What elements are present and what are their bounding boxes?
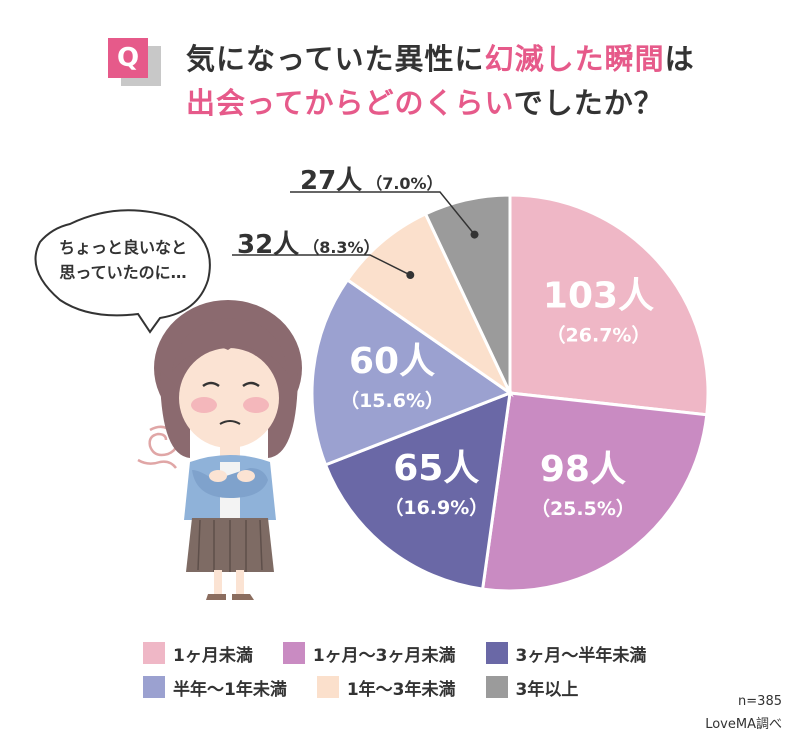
leader-dot-3-years-plus bbox=[470, 230, 479, 239]
legend-swatch bbox=[485, 676, 508, 698]
legend-label: 3ヶ月〜半年未満 bbox=[515, 645, 647, 666]
legend-swatch bbox=[143, 676, 165, 698]
leader-line-3-years-plus bbox=[290, 191, 476, 236]
slice-percent-label: （26.7%） bbox=[547, 324, 651, 347]
annotation-1-to-3-years: 32人 （8.3%） bbox=[237, 224, 380, 261]
pie-slice bbox=[310, 277, 514, 467]
title-line-2-highlight: 出会ってからどのくらい bbox=[186, 86, 514, 120]
pie-slice bbox=[345, 211, 514, 398]
legend: 1ヶ月未満 1ヶ月〜3ヶ月未満 3ヶ月〜半年未満 半年〜1年未満 1年〜3年未満… bbox=[143, 636, 703, 704]
legend-row-2: 半年〜1年未満 1年〜3年未満 3年以上 bbox=[143, 670, 703, 704]
leader-dot-1-to-3-years bbox=[406, 271, 415, 280]
q-badge: Q bbox=[108, 38, 148, 78]
leader-line-1-to-3-years bbox=[232, 254, 411, 276]
slice-count-label: 65人 bbox=[393, 448, 479, 489]
slice-count-label: 60人 bbox=[349, 341, 435, 382]
legend-row-1: 1ヶ月未満 1ヶ月〜3ヶ月未満 3ヶ月〜半年未満 bbox=[143, 636, 703, 670]
annotation-percent: （7.0%） bbox=[366, 174, 443, 193]
speech-bubble bbox=[34, 209, 211, 334]
annotation-count: 32人 bbox=[237, 230, 300, 260]
pie-slice bbox=[508, 193, 710, 417]
legend-swatch bbox=[316, 676, 339, 698]
title-line-1-part-b: は bbox=[664, 42, 695, 76]
legend-swatch bbox=[485, 642, 508, 664]
legend-label: 3年以上 bbox=[515, 679, 579, 700]
slice-count-label: 98人 bbox=[540, 449, 626, 490]
title-line-1-highlight: 幻滅した瞬間 bbox=[484, 42, 665, 76]
pie-slice bbox=[323, 390, 512, 591]
slice-percent-label: （25.5%） bbox=[531, 497, 635, 520]
legend-swatch bbox=[143, 642, 165, 664]
legend-item: 1ヶ月〜3ヶ月未満 bbox=[282, 641, 456, 666]
legend-item: 3年以上 bbox=[485, 675, 579, 700]
source-credit: LoveMA調べ bbox=[705, 717, 782, 732]
slice-count-label: 103人 bbox=[543, 276, 654, 317]
legend-label: 1ヶ月未満 bbox=[173, 645, 253, 666]
sample-size: n=385 bbox=[738, 694, 782, 709]
title-line-2: 出会ってからどのくらいでしたか？ bbox=[186, 80, 664, 122]
legend-item: 3ヶ月〜半年未満 bbox=[485, 641, 647, 666]
legend-item: 半年〜1年未満 bbox=[143, 675, 287, 700]
legend-label: 1ヶ月〜3ヶ月未満 bbox=[312, 645, 456, 666]
annotation-count: 27人 bbox=[300, 166, 363, 196]
bubble-line-2: 思っていたのに… bbox=[59, 262, 187, 282]
title-line-1-part-a: 気になっていた異性に bbox=[186, 42, 485, 76]
slice-percent-label: （16.9%） bbox=[384, 496, 488, 519]
legend-item: 1ヶ月未満 bbox=[143, 641, 253, 666]
legend-swatch bbox=[282, 642, 305, 664]
pie-slice bbox=[480, 391, 709, 593]
annotation-3-years-plus: 27人 （7.0%） bbox=[300, 160, 443, 197]
title-line-2-part-b: でしたか？ bbox=[513, 86, 664, 120]
legend-item: 1年〜3年未満 bbox=[316, 675, 456, 700]
speech-bubble-text: ちょっと良いなと 思っていたのに… bbox=[48, 236, 198, 286]
pie-slice bbox=[423, 193, 512, 394]
title-line-1: 気になっていた異性に幻滅した瞬間は bbox=[186, 36, 695, 78]
woman-illustration bbox=[154, 300, 302, 600]
annotation-percent: （8.3%） bbox=[303, 238, 380, 257]
legend-label: 半年〜1年未満 bbox=[173, 679, 287, 700]
bubble-line-1: ちょっと良いなと bbox=[58, 238, 187, 257]
legend-label: 1年〜3年未満 bbox=[346, 679, 456, 700]
slice-percent-label: （15.6%） bbox=[340, 389, 444, 412]
